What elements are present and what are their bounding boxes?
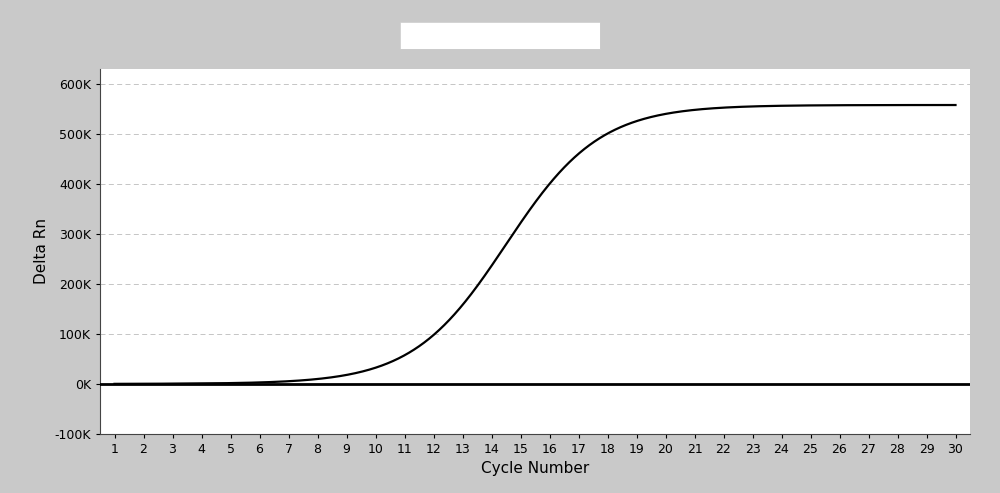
Y-axis label: Delta Rn: Delta Rn <box>34 218 49 284</box>
X-axis label: Cycle Number: Cycle Number <box>481 461 589 476</box>
